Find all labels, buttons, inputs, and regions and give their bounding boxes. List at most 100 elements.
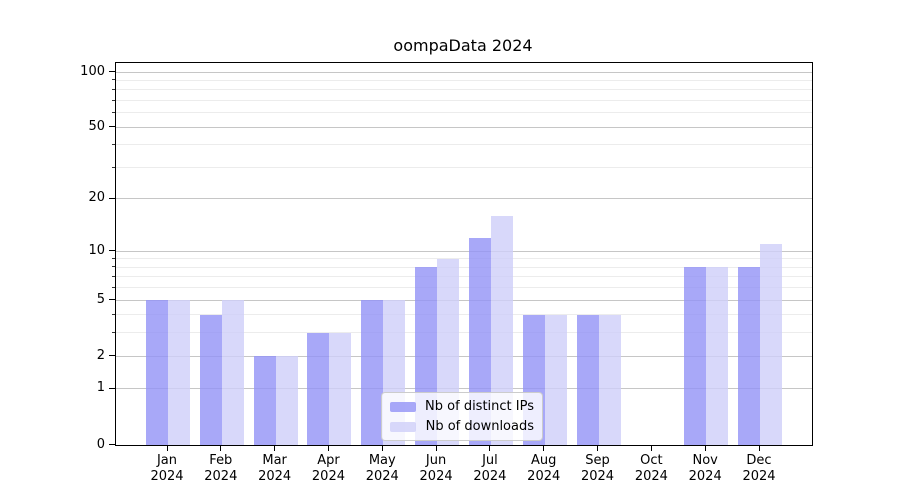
y-minor-tick-mark [112,266,115,268]
bar-downloads [168,300,190,445]
legend-swatch-distinct-ips [390,401,416,412]
x-tick-label: Apr 2024 [296,453,360,485]
x-tick-month: Mar [262,453,287,468]
bar-downloads [760,244,782,445]
x-tick-month: May [368,453,396,468]
chart-title: oompaData 2024 [393,36,533,55]
y-tick-mark [109,355,115,357]
gridline-minor [116,100,812,102]
gridline-minor [116,112,812,114]
x-tick-label: Mar 2024 [243,453,307,485]
legend-row-downloads: Nb of downloads [390,419,534,434]
bar-downloads [706,267,729,445]
gridline-minor [116,79,812,81]
gridline-minor [116,167,812,168]
gridline-minor [116,89,812,91]
y-minor-tick-mark [112,99,115,101]
x-tick-mark [381,445,383,451]
x-tick-mark [704,445,706,451]
y-tick-label: 10 [88,242,105,258]
gridline-minor [116,144,812,146]
x-tick-label: Aug 2024 [512,453,576,485]
plot-area: Nb of distinct IPs Nb of downloads [115,62,813,446]
x-tick-year: 2024 [258,469,292,484]
y-tick-label: 1 [96,380,105,396]
x-tick-year: 2024 [311,469,345,484]
gridline-minor [116,276,812,278]
bar-downloads [221,300,244,445]
y-tick-label: 100 [80,63,105,79]
x-tick-mark [435,445,437,451]
x-tick-label: Nov 2024 [673,453,737,485]
y-minor-tick-mark [112,166,115,168]
x-tick-month: Dec [746,453,772,468]
x-tick-label: Dec 2024 [727,453,791,485]
x-tick-year: 2024 [365,469,399,484]
gridline-minor [116,332,812,334]
y-minor-tick-mark [112,79,115,81]
x-tick-year: 2024 [742,469,776,484]
x-tick-year: 2024 [688,469,722,484]
x-tick-mark [597,445,599,451]
x-tick-month: Jan [156,453,178,468]
x-tick-year: 2024 [634,469,668,484]
bar-distinct-ips [199,314,222,445]
gridline-major [116,250,812,252]
y-tick-mark [109,444,115,445]
y-tick-mark [109,71,115,73]
x-tick-year: 2024 [473,469,507,484]
gridline-minor [116,258,812,260]
legend-swatch-downloads [390,421,416,432]
legend: Nb of distinct IPs Nb of downloads [381,392,543,441]
x-tick-label: Jul 2024 [458,453,522,485]
gridline-minor [116,314,812,316]
y-minor-tick-mark [112,331,115,333]
y-minor-tick-mark [112,275,115,277]
bar-downloads [329,332,352,445]
x-tick-label: Feb 2024 [189,453,253,485]
x-tick-year: 2024 [204,469,238,484]
x-tick-month: Jul [482,453,498,468]
x-tick-month: Feb [209,453,233,468]
bar-distinct-ips [576,314,599,445]
y-minor-tick-mark [112,111,115,113]
y-minor-tick-mark [112,286,115,288]
x-tick-label: Jan 2024 [135,453,199,485]
y-tick-mark [109,197,115,199]
gridline-major [116,299,812,301]
bar-downloads [275,356,298,445]
y-minor-tick-mark [112,257,115,259]
legend-row-distinct-ips: Nb of distinct IPs [390,399,534,414]
bar-distinct-ips [738,267,760,445]
x-tick-mark [274,445,276,451]
gridline-major [116,198,812,200]
x-tick-label: May 2024 [350,453,414,485]
x-tick-mark [650,445,652,451]
x-tick-month: Sep [585,453,610,468]
gridline-major [116,126,812,128]
x-tick-label: Oct 2024 [619,453,683,485]
y-tick-mark [109,126,115,128]
y-tick-label: 0 [96,436,105,452]
gridline-minor [116,266,812,268]
bar-downloads [598,314,621,445]
x-tick-month: Aug [531,453,557,468]
x-tick-year: 2024 [419,469,453,484]
y-minor-tick-mark [112,88,115,90]
y-tick-mark [109,250,115,252]
y-minor-tick-mark [112,143,115,145]
bar-downloads [544,314,567,445]
x-tick-month: Nov [692,453,718,468]
gridline-major [116,71,812,73]
x-tick-mark [166,445,168,451]
bar-distinct-ips [253,356,276,445]
y-tick-label: 20 [88,190,105,206]
bar-downloads [490,216,513,445]
gridline-minor [116,287,812,289]
legend-label-downloads: Nb of downloads [425,419,534,434]
y-tick-mark [109,387,115,389]
gridline-major [116,388,812,390]
legend-label-distinct-ips: Nb of distinct IPs [425,399,534,414]
x-tick-mark [758,445,760,451]
